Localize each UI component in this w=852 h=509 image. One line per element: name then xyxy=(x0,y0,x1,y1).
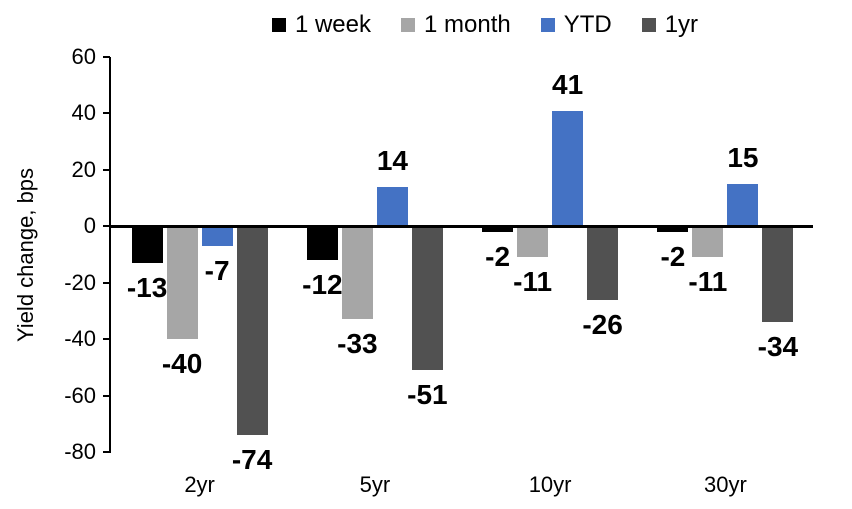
bar-5yr-1yr xyxy=(411,226,443,371)
value-label-2yr-1-month: -40 xyxy=(161,348,203,380)
bar-30yr-1-month xyxy=(692,226,724,258)
legend-swatch-icon-1yr xyxy=(641,17,656,32)
legend-item-1yr: 1yr xyxy=(641,10,699,38)
bar-2yr-1-month xyxy=(166,226,198,340)
y-tick-mark--20 xyxy=(103,281,110,284)
legend-item-1-week: 1 week xyxy=(271,10,371,38)
bar-5yr-1-week xyxy=(306,226,338,261)
legend-item-1-month: 1 month xyxy=(400,10,511,38)
x-axis-zero-line xyxy=(110,224,813,228)
y-tick-label-20: 20 xyxy=(71,156,96,182)
legend-label-1-week: 1 week xyxy=(294,10,371,38)
value-label-5yr-1-month: -33 xyxy=(337,328,378,360)
value-label-10yr-1-month: -11 xyxy=(513,266,553,298)
y-tick-label-40: 40 xyxy=(71,100,96,126)
y-tick-label--20: -20 xyxy=(64,269,96,295)
bar-30yr-ytd xyxy=(727,184,759,227)
bar-10yr-1yr xyxy=(587,226,619,300)
x-category-label-30yr: 30yr xyxy=(703,472,747,497)
y-tick-label-60: 60 xyxy=(71,44,96,69)
legend-label-ytd: YTD xyxy=(563,10,612,38)
bar-10yr-1-month xyxy=(517,226,549,258)
value-label-2yr-1-week: -13 xyxy=(126,272,168,303)
y-tick-mark-20 xyxy=(103,168,110,171)
y-tick-label--60: -60 xyxy=(64,382,96,408)
x-category-label-2yr: 2yr xyxy=(184,472,215,497)
y-tick-label-0: 0 xyxy=(83,213,96,239)
bar-10yr-ytd xyxy=(552,110,584,227)
bar-2yr-1yr xyxy=(236,226,268,436)
legend-item-ytd: YTD xyxy=(540,10,612,38)
y-tick-label--40: -40 xyxy=(64,326,96,352)
y-tick-mark--80 xyxy=(103,451,110,453)
x-category-label-5yr: 5yr xyxy=(359,472,391,497)
legend-label-1yr: 1yr xyxy=(664,10,699,38)
value-label-10yr-1yr: -26 xyxy=(582,308,623,340)
value-label-5yr-ytd: 14 xyxy=(376,144,408,176)
y-tick-label--80: -80 xyxy=(64,439,96,464)
value-label-5yr-1-week: -12 xyxy=(302,269,343,301)
bar-2yr-1-week xyxy=(131,226,163,263)
bar-30yr-1yr xyxy=(762,226,794,323)
y-tick-mark-40 xyxy=(103,112,110,115)
bar-5yr-1-month xyxy=(341,226,373,320)
value-label-30yr-1-month: -11 xyxy=(688,266,728,298)
value-label-10yr-ytd: 41 xyxy=(552,68,584,100)
legend-swatch-icon-ytd xyxy=(540,17,555,32)
y-axis-line xyxy=(109,57,111,453)
value-label-30yr-1-week: -2 xyxy=(660,240,686,272)
value-label-2yr-1yr: -74 xyxy=(231,444,273,476)
legend-swatch-icon-1-month xyxy=(400,17,415,32)
bar-2yr-ytd xyxy=(201,226,233,247)
bar-30yr-1-week xyxy=(657,226,689,232)
value-label-30yr-1yr: -34 xyxy=(757,331,799,363)
y-tick-mark--40 xyxy=(103,338,110,341)
y-tick-mark-0 xyxy=(103,225,110,228)
x-category-label-10yr: 10yr xyxy=(528,472,572,497)
bar-5yr-ytd xyxy=(376,186,408,227)
y-tick-mark-60 xyxy=(103,56,110,58)
bar-10yr-1-week xyxy=(482,226,514,232)
legend-swatch-icon-1-week xyxy=(271,17,286,32)
value-label-10yr-1-week: -2 xyxy=(485,240,511,272)
legend-label-1-month: 1 month xyxy=(423,10,511,38)
y-tick-mark--60 xyxy=(103,394,110,397)
value-label-2yr-ytd: -7 xyxy=(204,255,230,286)
value-label-30yr-ytd: 15 xyxy=(727,142,759,173)
chart-legend: 1 week 1 month YTD 1yr xyxy=(118,8,852,42)
value-label-5yr-1yr: -51 xyxy=(407,379,448,411)
